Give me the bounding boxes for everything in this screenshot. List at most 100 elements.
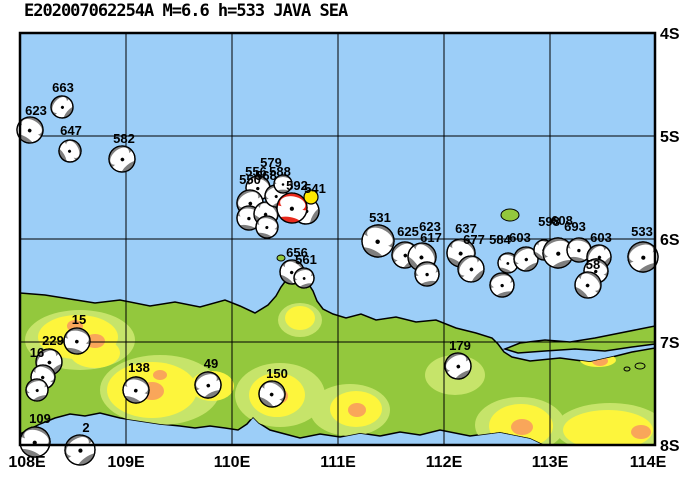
beachball-axis-dot	[556, 251, 561, 256]
event-depth-label: 150	[266, 366, 288, 381]
beachball-axis-dot	[120, 157, 125, 162]
focal-mechanism	[489, 272, 515, 300]
beachball-axis-dot	[594, 269, 598, 274]
nodal-plane	[367, 227, 393, 247]
topo-orange-patch	[511, 419, 533, 435]
event-depth-label: 561	[295, 252, 317, 267]
latitude-label: 6S	[660, 232, 680, 249]
beachball-axis-dot	[248, 201, 253, 206]
event-depth-label: 584	[489, 232, 511, 247]
map-title: E202007062254A M=6.6 h=533 JAVA SEA	[24, 1, 348, 21]
map-frame	[18, 31, 657, 447]
event-depth-label: 603	[509, 230, 531, 245]
beachball-axis-dot	[269, 392, 274, 397]
nodal-plane	[446, 354, 467, 371]
longitude-label: 113E	[532, 454, 569, 471]
topo-orange-patch	[631, 425, 651, 439]
beachball-axis-dot	[67, 149, 72, 153]
event-depth-label: 229	[42, 333, 64, 348]
beachball-axis-dot	[47, 360, 52, 365]
focal-mechanism-693	[566, 237, 592, 264]
focal-mechanism-179	[444, 352, 474, 383]
beachball-axis-dot	[456, 364, 461, 369]
beachball-outline	[194, 371, 222, 399]
small-island	[276, 254, 286, 262]
beachball-outline	[64, 434, 96, 466]
nodal-plane	[65, 140, 80, 159]
beachball-outline	[276, 192, 308, 224]
small-island	[634, 362, 646, 370]
event-depth-label: 533	[631, 224, 653, 239]
event-depth-label: 15	[72, 312, 86, 327]
beachball-axis-dot	[256, 186, 260, 191]
epicenter-marker	[303, 189, 319, 205]
nodal-plane	[514, 248, 534, 264]
event-depth-label: 677	[463, 232, 485, 247]
beachball-outline	[50, 95, 74, 119]
beachball-axis-dot	[289, 206, 294, 211]
longitude-label: 109E	[107, 454, 145, 471]
focal-mechanism-138	[122, 376, 150, 406]
beachball-axis-dot	[585, 283, 590, 288]
beachball-outline	[25, 378, 49, 402]
beachball-axis-dot	[133, 388, 138, 393]
event-depth-label: 582	[113, 131, 135, 146]
nodal-plane	[110, 147, 130, 165]
nodal-plane	[452, 241, 474, 259]
nodal-plane	[416, 264, 437, 277]
beachball-outline	[361, 224, 395, 258]
beachball-outline	[63, 327, 91, 355]
nodal-plane	[280, 196, 306, 212]
nodal-plane	[196, 374, 217, 390]
focal-mechanism-677	[457, 255, 488, 286]
beachball-quadrants	[514, 247, 540, 274]
nodal-plane	[26, 381, 45, 394]
longitude-label: 108E	[8, 454, 46, 471]
focal-mechanism-531	[360, 224, 395, 261]
focal-mechanism-608	[542, 237, 574, 272]
beachball-axis-dot	[302, 277, 306, 280]
beachball-axis-dot	[524, 257, 528, 262]
beachball-outline	[122, 376, 150, 404]
event-depth-label: 541	[304, 181, 326, 196]
focal-mechanism-561	[293, 267, 315, 291]
beachball-outline	[414, 261, 440, 287]
beachball-outline	[258, 380, 286, 408]
nodal-plane	[544, 240, 569, 258]
beachball-quadrants	[65, 435, 98, 469]
focal-mechanism-582	[108, 145, 138, 176]
beachball-outline	[489, 272, 515, 298]
latitude-label: 5S	[660, 129, 680, 146]
nodal-plane	[249, 178, 269, 192]
nodal-plane	[415, 244, 435, 265]
beachball-axis-dot	[265, 225, 269, 230]
event-depth-label: 179	[449, 338, 471, 353]
event-depth-label: 623	[419, 219, 441, 234]
beachball-axis-dot	[597, 255, 602, 260]
beachball-axis-dot	[506, 262, 510, 265]
beachball-axis-dot	[641, 255, 646, 260]
beachball-outline	[108, 145, 136, 173]
focal-mechanism-603	[513, 246, 540, 274]
beachball-outline	[293, 267, 315, 289]
focal-mechanism-15	[63, 327, 91, 357]
beachball-axis-dot	[274, 194, 278, 199]
focal-mechanism-617	[414, 261, 440, 288]
beachball-outline	[574, 271, 602, 299]
beachball-axis-dot	[419, 255, 424, 260]
event-depth-label: 531	[369, 210, 391, 225]
topo-yellow-patch	[563, 410, 653, 445]
shaded-quadrant	[275, 189, 291, 193]
event-depth-label: 58	[586, 257, 600, 272]
event-depth-label: 16	[30, 345, 44, 360]
event-depth-label: 598	[538, 214, 560, 229]
beachball-axis-dot	[577, 248, 581, 253]
focal-mechanism-647	[56, 139, 82, 164]
beachball-outline	[444, 352, 472, 380]
focal-mechanism-49	[194, 371, 223, 402]
nodal-plane	[126, 379, 148, 394]
nodal-plane	[294, 269, 312, 281]
event-depth-label: 109	[29, 411, 51, 426]
nodal-plane	[258, 218, 277, 230]
focal-mechanism-663	[50, 95, 76, 121]
